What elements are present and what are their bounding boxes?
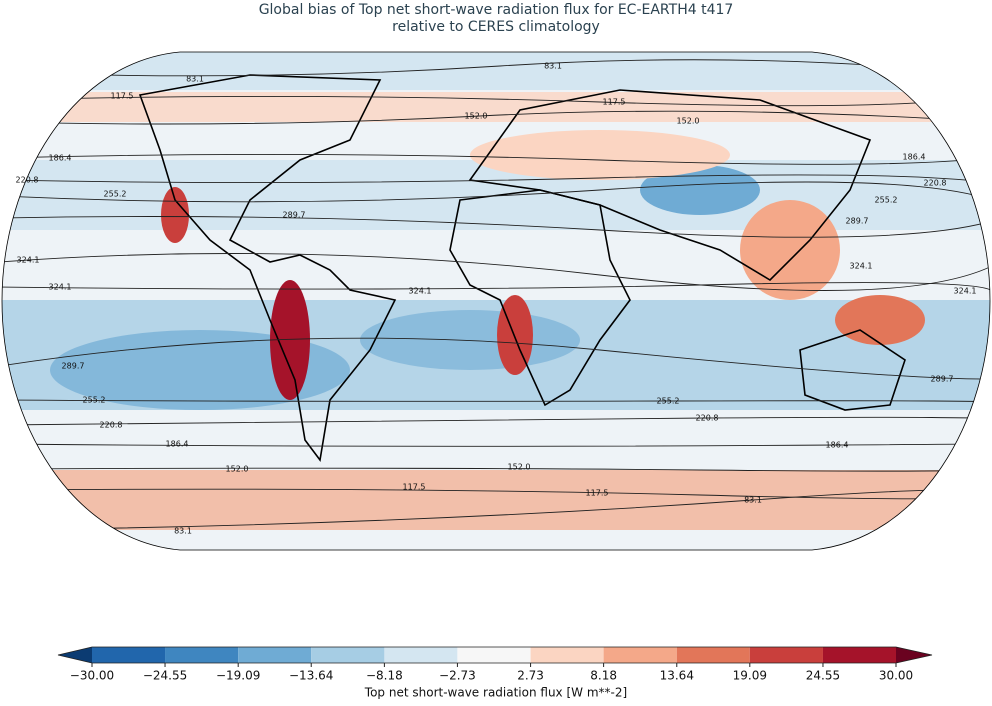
colorbar-label: Top net short-wave radiation flux [W m**… <box>364 686 627 700</box>
contour-label: 152.0 <box>508 463 531 472</box>
colorbar-tick-label: −24.55 <box>143 669 187 683</box>
contour-label: 289.7 <box>931 375 954 384</box>
colorbar-tick-label: 2.73 <box>517 669 544 683</box>
map-field <box>2 52 990 550</box>
contour-label: 289.7 <box>283 211 306 220</box>
colorbar-segment <box>311 647 385 663</box>
contour-lines <box>2 59 990 531</box>
contour-label: 117.5 <box>586 489 609 498</box>
coastlines <box>138 74 906 462</box>
title-line: relative to CERES climatology <box>392 19 600 35</box>
colorbar-segment <box>749 647 823 663</box>
map-border <box>1 51 991 551</box>
contour-label: 255.2 <box>657 397 680 406</box>
contour-label: 324.1 <box>409 287 432 296</box>
contour-label: 324.1 <box>49 283 72 292</box>
contour-label: 220.8 <box>100 421 123 430</box>
contour-label: 152.0 <box>226 465 249 474</box>
colorbar-tick-label: 19.09 <box>733 669 767 683</box>
colorbar-tick-label: 30.00 <box>879 669 913 683</box>
contour-label: 117.5 <box>403 483 426 492</box>
colorbar-segment <box>384 647 458 663</box>
colorbar-segment <box>530 647 604 663</box>
colorbar-over <box>896 647 932 663</box>
colorbar-tick-label: −30.00 <box>70 669 114 683</box>
colorbar-tick-label: 13.64 <box>660 669 694 683</box>
contour-label: 83.1 <box>744 496 762 505</box>
colorbar-tick-label: −8.18 <box>366 669 403 683</box>
contour-label: 289.7 <box>846 217 869 226</box>
contour-label: 289.7 <box>62 362 85 371</box>
contour-label: 220.8 <box>696 414 719 423</box>
colorbar-segment <box>92 647 166 663</box>
colorbar-tick-label: 8.18 <box>590 669 617 683</box>
contour-label: 186.4 <box>826 441 849 450</box>
colorbar-tick-label: 24.55 <box>806 669 840 683</box>
contour-label: 255.2 <box>104 190 127 199</box>
colorbar-tick-label: −19.09 <box>216 669 260 683</box>
contour-label: 186.4 <box>166 440 189 449</box>
contour-label: 324.1 <box>850 262 873 271</box>
contour-label: 117.5 <box>603 98 626 107</box>
contour-label: 83.1 <box>544 62 562 71</box>
title-line: Global bias of Top net short-wave radiat… <box>259 2 734 18</box>
contour-label: 255.2 <box>875 196 898 205</box>
contour-label: 324.1 <box>17 256 40 265</box>
colorbar-segment <box>238 647 312 663</box>
colorbar-tick-label: −13.64 <box>289 669 333 683</box>
colorbar-segment <box>822 647 896 663</box>
contour-label: 83.1 <box>186 75 204 84</box>
colorbar-segment <box>603 647 677 663</box>
contour-label: 186.4 <box>49 154 72 163</box>
contour-label: 220.8 <box>924 179 947 188</box>
colorbar-tick-label: −2.73 <box>439 669 476 683</box>
colorbar-segment <box>676 647 750 663</box>
contour-label: 152.0 <box>465 112 488 121</box>
contour-label: 186.4 <box>903 153 926 162</box>
colorbar-segment <box>165 647 239 663</box>
contour-label: 117.5 <box>111 92 134 101</box>
colorbar-under <box>58 647 92 663</box>
contour-label: 324.1 <box>954 287 977 296</box>
contour-label: 152.0 <box>677 117 700 126</box>
contour-label: 220.8 <box>16 176 39 185</box>
contour-label: 255.2 <box>83 396 106 405</box>
colorbar-segment <box>457 647 531 663</box>
contour-label: 83.1 <box>174 527 192 536</box>
